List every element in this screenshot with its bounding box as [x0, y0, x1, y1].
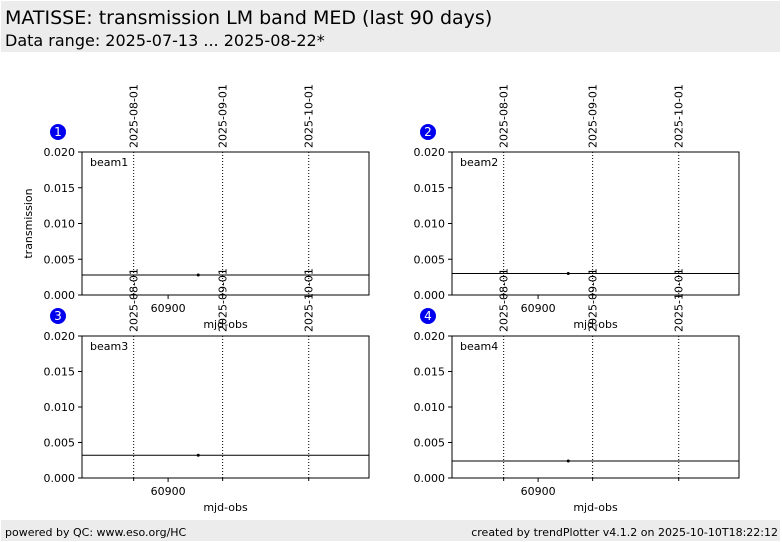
panel1-badge-number: 1 — [54, 125, 62, 139]
panel2-date-label: 2025-09-01 — [587, 84, 600, 148]
panel2-y-tick-label: 0.005 — [414, 253, 446, 266]
panel2-badge — [420, 124, 436, 140]
panel3-date-label: 2025-10-01 — [303, 268, 316, 332]
data-range-subtitle: Data range: 2025-07-13 ... 2025-08-22* — [5, 31, 325, 50]
footer-bar: powered by QC: www.eso.org/HC created by… — [1, 520, 780, 541]
panel3-y-tick-label: 0.015 — [44, 366, 76, 379]
panel1-y-axis-label: transmission — [22, 188, 35, 258]
panel4-badge-number: 4 — [424, 309, 432, 323]
panel4-badge — [420, 308, 436, 324]
panel1-y-tick-label: 0.000 — [44, 289, 76, 302]
panel4-y-tick-label: 0.015 — [414, 366, 446, 379]
panel1-beam-label: beam1 — [90, 156, 128, 169]
panel2-x-axis-label: mjd-obs — [573, 318, 618, 331]
panel4-date-label: 2025-09-01 — [587, 268, 600, 332]
panel4-x-axis-label: mjd-obs — [573, 501, 618, 514]
panel3-date-label: 2025-08-01 — [128, 268, 141, 332]
panel3-plot-frame — [81, 335, 370, 479]
footer-created-by: created by trendPlotter v4.1.2 on 2025-1… — [471, 526, 778, 539]
panel4-y-tick-label: 0.005 — [414, 437, 446, 450]
page-title: MATISSE: transmission LM band MED (last … — [5, 7, 493, 29]
panel1-y-tick-label: 0.005 — [44, 253, 76, 266]
panel4-plot-frame — [451, 335, 740, 479]
panel4-date-label: 2025-08-01 — [498, 268, 511, 332]
panel1-x-axis-label: mjd-obs — [203, 318, 248, 331]
panel1-date-label: 2025-08-01 — [128, 84, 141, 148]
panel2-badge-number: 2 — [424, 125, 432, 139]
panel4-data-point — [566, 459, 570, 463]
panel1-badge — [50, 124, 66, 140]
panel4-y-tick-label: 0.000 — [414, 472, 446, 485]
panel3-y-tick-label: 0.000 — [44, 472, 76, 485]
panel2-y-tick-label: 0.000 — [414, 289, 446, 302]
panel1-date-label: 2025-09-01 — [217, 84, 230, 148]
panel2-y-tick-label: 0.015 — [414, 182, 446, 195]
panel1-y-tick-label: 0.010 — [44, 218, 76, 231]
panel4-y-tick-label: 0.020 — [414, 330, 446, 343]
panel3-data-point — [196, 453, 200, 457]
panel1-y-tick-label: 0.015 — [44, 182, 76, 195]
panel2-x-tick-label: 60900 — [521, 302, 556, 315]
panel3-badge — [50, 308, 66, 324]
panel3-badge-number: 3 — [54, 309, 62, 323]
panel1-data-point — [196, 273, 200, 277]
panel3-date-label: 2025-09-01 — [217, 268, 230, 332]
panel2-data-point — [566, 272, 570, 276]
panel1-date-label: 2025-10-01 — [303, 84, 316, 148]
panel4-x-tick-label: 60900 — [521, 485, 556, 498]
panel1-y-tick-label: 0.020 — [44, 146, 76, 159]
panel2-beam-label: beam2 — [460, 156, 498, 169]
panel2-y-tick-label: 0.020 — [414, 146, 446, 159]
panel4-y-tick-label: 0.010 — [414, 401, 446, 414]
panel3-y-tick-label: 0.020 — [44, 330, 76, 343]
panel3-y-tick-label: 0.010 — [44, 401, 76, 414]
panel3-x-axis-label: mjd-obs — [203, 501, 248, 514]
header-bar: MATISSE: transmission LM band MED (last … — [1, 1, 780, 52]
panel3-beam-label: beam3 — [90, 340, 128, 353]
panel2-date-label: 2025-08-01 — [498, 84, 511, 148]
panel1-x-tick-label: 60900 — [151, 302, 186, 315]
panel2-date-label: 2025-10-01 — [673, 84, 686, 148]
footer-powered-by: powered by QC: www.eso.org/HC — [5, 526, 187, 539]
panel4-beam-label: beam4 — [460, 340, 498, 353]
panel3-y-tick-label: 0.005 — [44, 437, 76, 450]
panel2-y-tick-label: 0.010 — [414, 218, 446, 231]
panel3-x-tick-label: 60900 — [151, 485, 186, 498]
panel4-date-label: 2025-10-01 — [673, 268, 686, 332]
